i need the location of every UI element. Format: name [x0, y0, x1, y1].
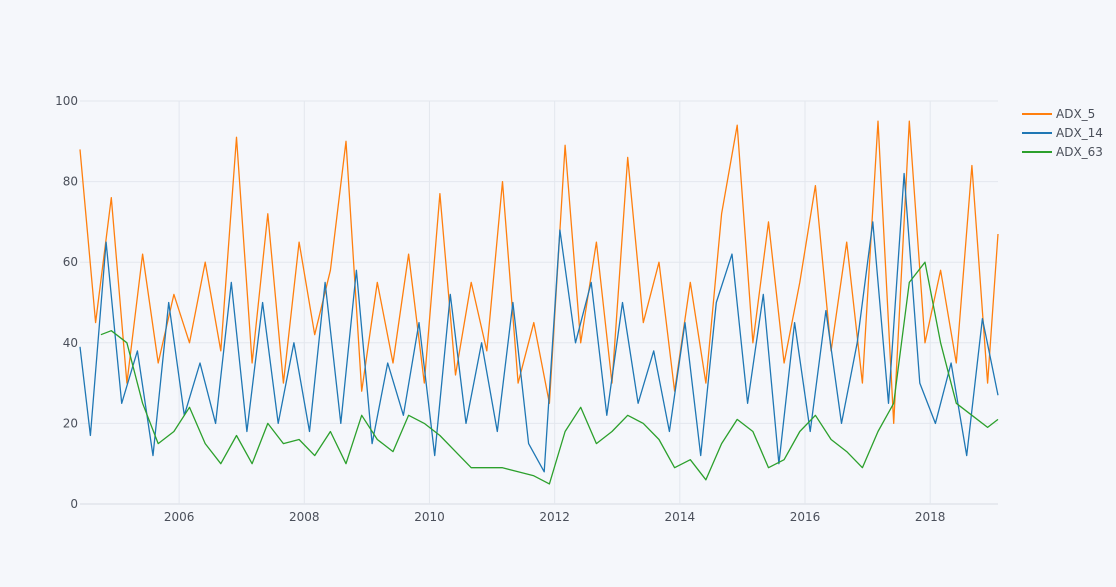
y-tick-label: 0 [70, 497, 78, 511]
legend[interactable]: ADX_5 ADX_14 ADX_63 [1022, 107, 1103, 159]
y-tick-label: 40 [63, 336, 78, 350]
series-group [79, 120, 999, 485]
legend-label: ADX_63 [1056, 145, 1103, 159]
x-tick-label: 2014 [665, 510, 696, 524]
y-tick-label: 100 [55, 94, 78, 108]
x-tick-label: 2012 [539, 510, 570, 524]
x-tick-label: 2016 [790, 510, 821, 524]
legend-item-adx-5[interactable]: ADX_5 [1022, 107, 1095, 121]
x-tick-label: 2006 [164, 510, 195, 524]
legend-item-adx-63[interactable]: ADX_63 [1022, 145, 1103, 159]
x-tick-label: 2008 [289, 510, 320, 524]
legend-item-adx-14[interactable]: ADX_14 [1022, 126, 1103, 140]
legend-label: ADX_5 [1056, 107, 1095, 121]
x-tick-label: 2010 [414, 510, 445, 524]
x-tick-label: 2018 [915, 510, 946, 524]
series-line-adx-5 [79, 120, 999, 425]
y-axis-ticks: 0 20 40 60 80 100 [55, 94, 78, 511]
series-line-adx-14 [79, 172, 999, 473]
grid [80, 100, 998, 505]
y-tick-label: 80 [63, 175, 78, 189]
x-axis-ticks: 2006 2008 2010 2012 2014 2016 2018 [164, 510, 946, 524]
series-line-adx-63 [100, 261, 999, 485]
legend-label: ADX_14 [1056, 126, 1103, 140]
y-tick-label: 60 [63, 255, 78, 269]
y-tick-label: 20 [63, 416, 78, 430]
